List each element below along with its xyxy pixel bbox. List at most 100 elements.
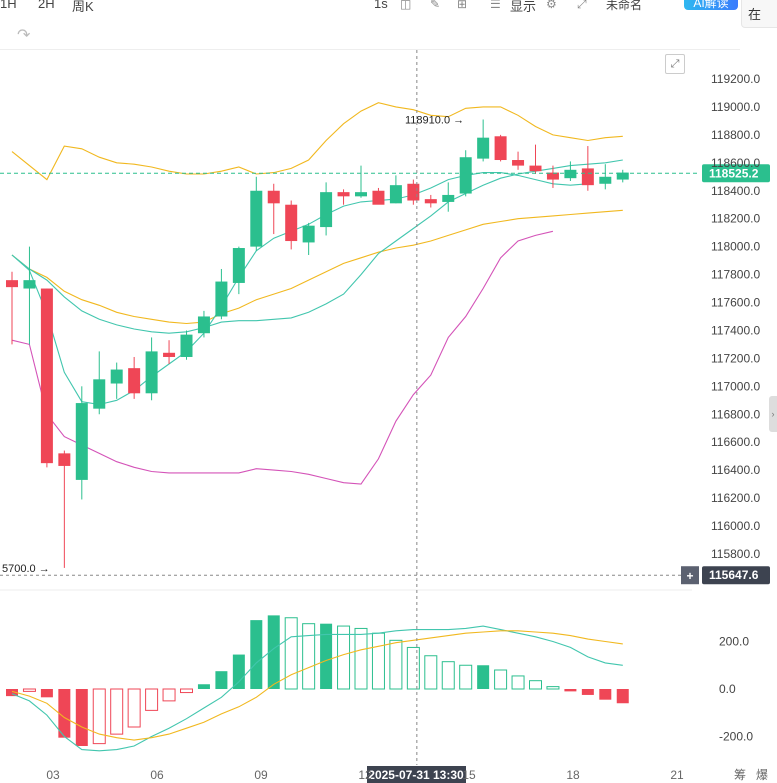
macd-bar xyxy=(459,664,473,690)
candle-body xyxy=(512,160,525,166)
candle-body xyxy=(93,379,106,409)
macd-bar xyxy=(529,680,542,690)
y-tick-label: 118400.0 xyxy=(711,184,760,198)
collapse-handle-icon[interactable]: › xyxy=(769,396,777,432)
draw-icon[interactable]: ✎ xyxy=(430,0,441,11)
macd-bar xyxy=(58,689,71,738)
high-annotation: 118910.0 → xyxy=(405,115,464,127)
side-panel-tab[interactable]: 在 xyxy=(741,0,777,28)
macd-y-tick-label: 0.0 xyxy=(719,682,736,696)
candle-body xyxy=(337,192,350,197)
fullscreen-icon[interactable]: ⤢ xyxy=(577,0,587,11)
candle-body xyxy=(494,136,507,161)
macd-bar xyxy=(616,689,629,704)
y-tick-label: 116600.0 xyxy=(711,435,760,449)
redo-icon[interactable]: ↷ xyxy=(17,27,31,44)
macd-bar xyxy=(162,688,176,702)
y-tick-label: 117800.0 xyxy=(711,268,760,282)
x-tick-label: 06 xyxy=(150,768,164,782)
x-tick-label: 03 xyxy=(46,768,60,782)
current-price-label: 118525.2 xyxy=(709,166,759,180)
crosshair-price-tag xyxy=(702,566,770,585)
macd-bar xyxy=(92,688,106,745)
candle-body xyxy=(564,169,577,179)
interval-1s[interactable]: 1s xyxy=(374,0,388,11)
macd-bar xyxy=(267,615,280,689)
y-tick-label: 118000.0 xyxy=(711,240,760,254)
macd-bar xyxy=(284,617,298,690)
macd-bar xyxy=(320,623,333,689)
candle-body xyxy=(163,352,176,357)
candle-body xyxy=(215,281,228,317)
interval-1h[interactable]: 1H xyxy=(0,0,17,11)
macd-bar xyxy=(494,669,508,690)
macd-bar xyxy=(180,688,193,694)
x-tick-label: 09 xyxy=(254,768,268,782)
candle-body xyxy=(599,176,612,184)
candle-body xyxy=(442,194,455,202)
candle-body xyxy=(424,199,437,204)
list-icon[interactable]: ☰ xyxy=(490,0,501,11)
interval-weekly[interactable]: 周K xyxy=(72,0,94,14)
macd-bar xyxy=(511,675,525,690)
current-price-tag xyxy=(702,164,770,183)
candle-body xyxy=(267,190,280,204)
candle-body xyxy=(355,192,367,197)
candle-body xyxy=(180,334,193,357)
y-tick-label: 118600.0 xyxy=(711,156,760,170)
crosshair-time-tag xyxy=(367,766,466,783)
candle-body xyxy=(145,351,158,394)
y-tick-label: 117400.0 xyxy=(711,323,760,337)
candle-body xyxy=(197,316,210,334)
indicator-icon[interactable]: ⊞ xyxy=(457,0,468,11)
candle-body xyxy=(232,248,245,283)
macd-bar xyxy=(599,689,612,700)
x-tick-label: 12 xyxy=(358,768,372,782)
line-lower xyxy=(11,230,554,485)
macd-bar xyxy=(337,625,351,690)
plus-icon: + xyxy=(686,569,693,583)
macd-bar xyxy=(145,688,159,711)
candle-body xyxy=(285,204,298,242)
candle-body xyxy=(302,225,315,243)
candle-body xyxy=(110,369,123,384)
settings-icon[interactable]: ⚙ xyxy=(546,0,557,11)
candle-body xyxy=(459,157,472,194)
layout-select[interactable]: 未命名 xyxy=(606,0,643,12)
y-tick-label: 118800.0 xyxy=(711,128,760,142)
divider xyxy=(0,49,740,50)
candle-body xyxy=(546,172,559,180)
macd-bar xyxy=(197,684,210,689)
y-tick-label: 117600.0 xyxy=(711,296,760,310)
candle-body xyxy=(616,172,629,180)
candle-body xyxy=(128,368,141,394)
candle-body xyxy=(320,192,333,228)
camera-icon[interactable]: ◫ xyxy=(400,0,412,11)
interval-2h[interactable]: 2H xyxy=(38,0,55,11)
y-tick-label: 119200.0 xyxy=(711,72,760,86)
expand-icon[interactable]: ⤢ xyxy=(665,54,685,74)
crosshair-add-button xyxy=(681,566,699,585)
display-menu[interactable]: 显示 xyxy=(510,0,537,14)
macd-bar xyxy=(232,654,245,689)
macd-bar xyxy=(371,632,385,690)
y-tick-label: 116000.0 xyxy=(711,519,760,533)
macd-dea-line xyxy=(11,630,623,741)
macd-bar xyxy=(581,689,594,695)
footer-label-a: 筹 xyxy=(734,768,746,782)
candle-body xyxy=(529,165,542,172)
line-upper xyxy=(11,102,623,181)
candle-body xyxy=(407,183,420,201)
y-tick-label: 116400.0 xyxy=(711,463,760,477)
macd-bar xyxy=(22,688,36,692)
candle-body xyxy=(372,190,385,205)
candle-body xyxy=(477,137,490,159)
macd-y-tick-label: -200.0 xyxy=(719,730,753,744)
candle-body xyxy=(75,403,88,480)
macd-bar xyxy=(564,689,577,692)
y-tick-label: 118200.0 xyxy=(711,212,760,226)
line-ma_fast xyxy=(11,172,588,406)
ai-interpret-button[interactable]: AI解读 xyxy=(684,0,738,10)
candle-body xyxy=(250,190,263,247)
